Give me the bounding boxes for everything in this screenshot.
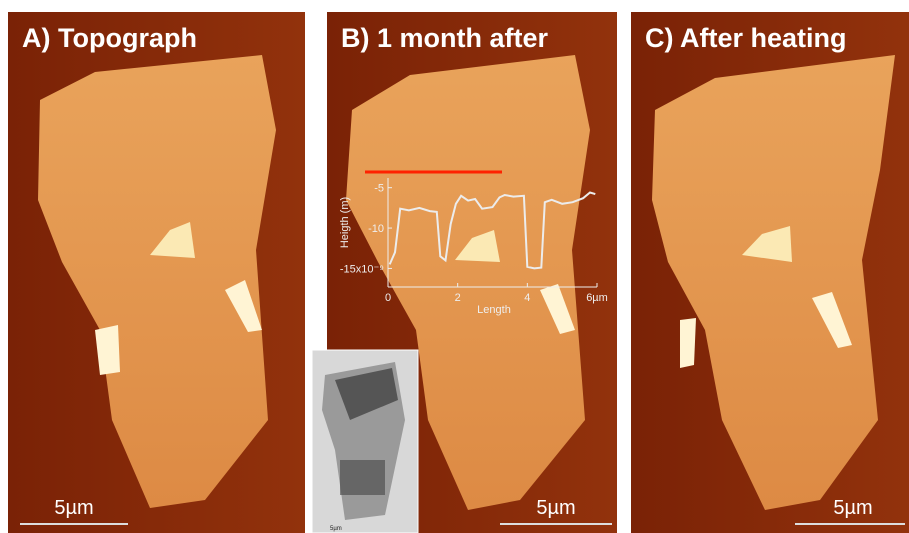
panel-title: C) After heating bbox=[645, 23, 847, 53]
panel-title: A) Topograph bbox=[22, 23, 197, 53]
y-tick-label: -5 bbox=[374, 183, 384, 195]
panel-title: B) 1 month after bbox=[341, 23, 549, 53]
y-tick-label: -10 bbox=[368, 223, 384, 235]
x-axis-label: Length bbox=[477, 304, 511, 316]
y-tick-label: -15x10⁻⁹ bbox=[340, 263, 384, 275]
x-tick-label: 0 bbox=[385, 292, 391, 304]
panel-c: C) After heating 5µm bbox=[631, 12, 909, 533]
y-axis-label: Heigth (m) bbox=[339, 197, 351, 248]
flake-region bbox=[340, 460, 385, 495]
x-tick-label: 4 bbox=[524, 292, 530, 304]
scale-bar-label: 5µm bbox=[54, 497, 93, 519]
panel-a: A) Topograph 5µm bbox=[8, 12, 305, 533]
x-tick-label: 2 bbox=[455, 292, 461, 304]
inset-scale-label: 5µm bbox=[330, 526, 342, 532]
particle bbox=[680, 318, 696, 368]
scale-bar-label: 5µm bbox=[833, 497, 872, 519]
scale-bar-label: 5µm bbox=[536, 497, 575, 519]
inset-image: 5µm bbox=[312, 350, 418, 533]
figure: A) Topograph 5µm B) 1 month after 0 2 4 6µm… bbox=[0, 0, 909, 533]
x-tick-label: 6µm bbox=[586, 292, 608, 304]
